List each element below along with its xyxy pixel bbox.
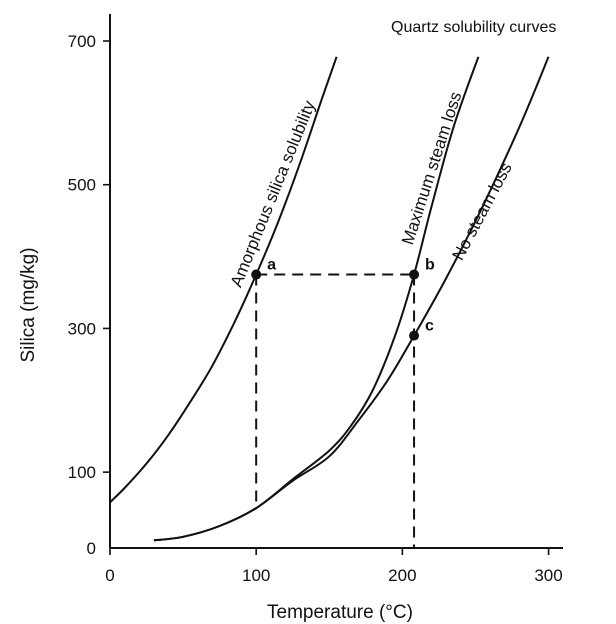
x-tick-label: 100	[242, 566, 270, 585]
y-axis-label: Silica (mg/kg)	[18, 247, 39, 362]
dashed-guides	[255, 273, 416, 548]
point-label-c: c	[425, 318, 434, 335]
amorphous-silica-curve	[109, 56, 338, 504]
y-tick-label: 300	[68, 319, 96, 338]
axes	[109, 14, 563, 549]
x-tick-label: 200	[388, 566, 416, 585]
maximum-steam-loss-label: Maximum steam loss	[398, 89, 465, 247]
x-axis-label: Temperature (°C)	[267, 602, 413, 623]
point-label-b: b	[425, 257, 435, 274]
maximum-steam-loss-curve	[153, 56, 480, 542]
no-steam-loss-label: No steam loss	[448, 159, 515, 263]
y-tick-label: 700	[68, 32, 96, 51]
x-tick-label: 300	[534, 566, 562, 585]
series-curves	[109, 56, 550, 542]
no-steam-loss-curve	[153, 56, 550, 542]
tick-marks: 0 100 200 300 0 100 300 500 700	[68, 32, 563, 585]
point-a	[251, 269, 262, 280]
chart-title: Quartz solubility curves	[391, 19, 556, 36]
y-tick-label: 100	[68, 463, 96, 482]
x-tick-label: 0	[105, 566, 114, 585]
point-b	[409, 269, 420, 280]
y-tick-label: 500	[68, 176, 96, 195]
point-c	[409, 330, 420, 341]
data-points: a b c	[251, 257, 435, 341]
y-tick-label: 0	[87, 539, 96, 558]
point-label-a: a	[267, 257, 276, 274]
